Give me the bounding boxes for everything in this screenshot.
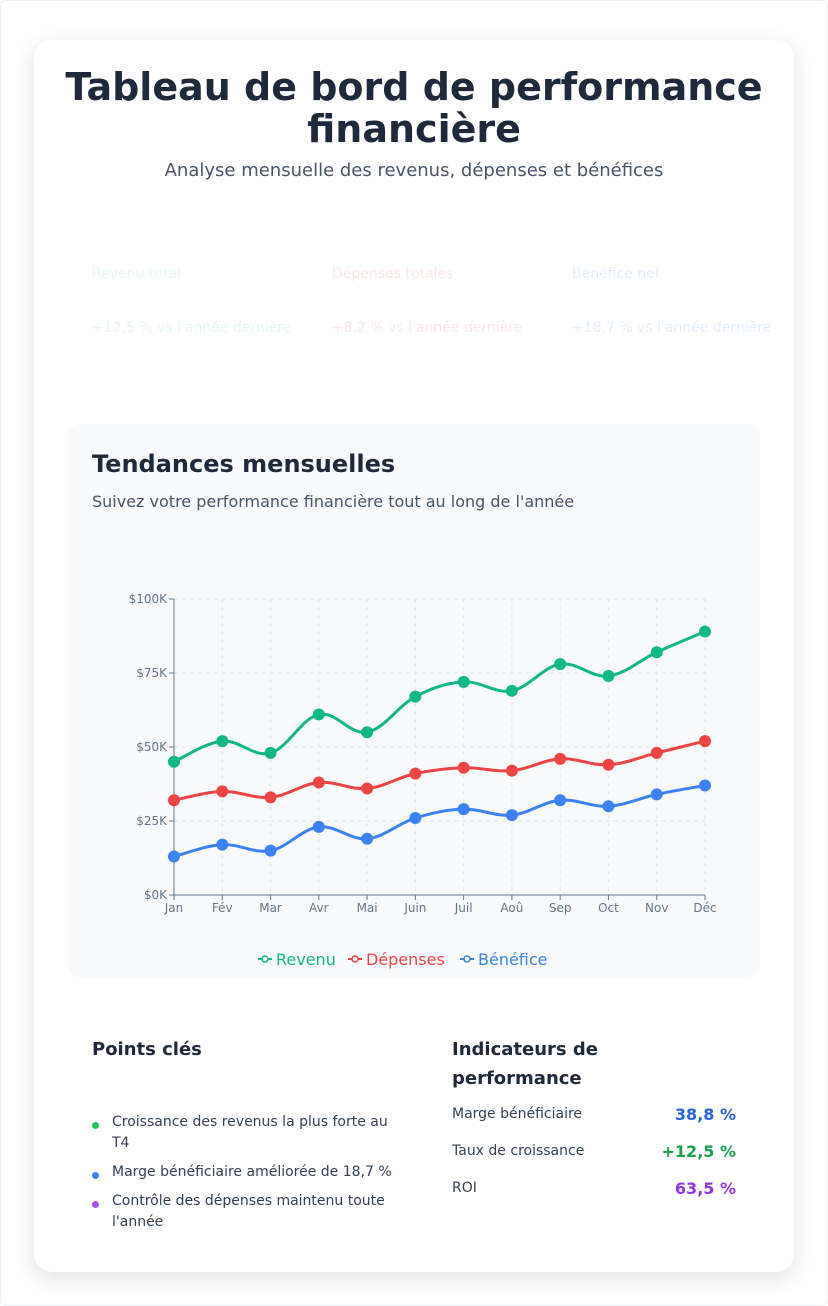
legend-marker bbox=[463, 955, 471, 963]
series-line-revenu bbox=[173, 630, 706, 764]
data-point bbox=[216, 785, 229, 798]
indicator-label: ROI bbox=[452, 1180, 477, 1196]
stat-label: Revenu total bbox=[92, 266, 181, 282]
dashboard-card: Tableau de bord de performance financièr… bbox=[34, 40, 794, 1272]
data-point bbox=[168, 850, 180, 863]
key-points-title: Points clés bbox=[92, 1039, 202, 1060]
indicator-row: Marge bénéficiaire 38,8 % bbox=[452, 1103, 736, 1125]
y-tick-label: $50K bbox=[136, 740, 168, 754]
y-tick-label: $25K bbox=[136, 814, 168, 828]
trends-title: Tendances mensuelles bbox=[92, 450, 396, 478]
data-point bbox=[457, 761, 470, 774]
legend-label: Revenu bbox=[276, 950, 336, 969]
line-chart: $0K $25K $50K $75K $100K Jan Fév Mar Avr Mai Juin J… bbox=[129, 592, 717, 969]
x-tick-label: Sep bbox=[549, 901, 572, 915]
data-point bbox=[312, 820, 325, 833]
stat-card-expenses: Dépenses totales +8,2 % vs l'année derni… bbox=[332, 266, 532, 339]
legend-marker bbox=[351, 955, 359, 963]
data-point bbox=[361, 782, 374, 795]
legend-marker bbox=[261, 955, 269, 963]
indicator-row: ROI 63,5 % bbox=[452, 1177, 736, 1199]
list-item: Contrôle des dépenses maintenu toute l'a… bbox=[92, 1191, 392, 1233]
stat-card-revenue: Revenu total +12,5 % vs l'année dernière bbox=[92, 266, 292, 339]
legend-label: Dépenses bbox=[366, 950, 445, 969]
bullet-dot bbox=[92, 1201, 99, 1208]
y-tick-label: $0K bbox=[144, 888, 168, 902]
x-tick-label: Jan bbox=[164, 901, 184, 915]
indicators-title: Indicateurs de performance bbox=[452, 1039, 598, 1089]
data-point bbox=[699, 779, 711, 792]
data-point bbox=[216, 735, 229, 748]
data-point bbox=[554, 752, 567, 765]
key-point-text: Marge bénéficiaire améliorée de 18,7 % bbox=[112, 1164, 392, 1180]
bullet-dot bbox=[92, 1122, 99, 1129]
data-point bbox=[602, 800, 615, 813]
data-point bbox=[312, 708, 325, 721]
data-point bbox=[409, 767, 422, 780]
list-item: Croissance des revenus la plus forte au … bbox=[92, 1112, 392, 1154]
legend-label: Bénéfice bbox=[478, 950, 548, 969]
indicator-label: Taux de croissance bbox=[452, 1143, 585, 1159]
x-tick-label: Fév bbox=[212, 901, 233, 915]
data-point bbox=[505, 684, 518, 697]
x-tick-label: Mai bbox=[357, 901, 378, 915]
data-point bbox=[602, 669, 615, 682]
indicator-value: 63,5 % bbox=[674, 1178, 736, 1198]
x-tick-label: Déc bbox=[693, 901, 716, 915]
page-title: Tableau de bord de performance financièr… bbox=[65, 65, 763, 151]
indicator-label: Marge bénéficiaire bbox=[452, 1106, 583, 1122]
data-point bbox=[409, 812, 422, 825]
data-point bbox=[699, 735, 711, 748]
data-point bbox=[168, 755, 180, 768]
trends-subtitle: Suivez votre performance financière tout… bbox=[92, 492, 575, 511]
x-tick-label: Nov bbox=[645, 901, 668, 915]
data-point bbox=[361, 832, 374, 845]
stat-label: Dépenses totales bbox=[332, 266, 454, 282]
data-point bbox=[650, 746, 663, 759]
stat-label: Bénéfice net bbox=[572, 266, 661, 282]
data-point bbox=[650, 788, 663, 801]
bullet-dot bbox=[92, 1172, 99, 1179]
stat-change: +8,2 % vs l'année dernière bbox=[332, 320, 523, 336]
x-tick-label: Aoû bbox=[500, 901, 523, 915]
x-tick-label: Avr bbox=[309, 901, 329, 915]
data-point bbox=[312, 776, 325, 789]
list-item: Marge bénéficiaire améliorée de 18,7 % bbox=[92, 1162, 392, 1183]
data-point bbox=[264, 746, 277, 759]
data-point bbox=[264, 844, 277, 857]
data-point bbox=[554, 794, 567, 807]
data-point bbox=[457, 803, 470, 816]
data-point bbox=[505, 809, 518, 822]
data-point bbox=[409, 690, 422, 703]
x-tick-label: Juin bbox=[403, 901, 426, 915]
data-point bbox=[554, 658, 567, 671]
data-point bbox=[505, 764, 518, 777]
stat-card-profit: Bénéfice net +18,7 % vs l'année dernière bbox=[572, 266, 772, 339]
x-tick-label: Oct bbox=[598, 901, 619, 915]
data-point bbox=[457, 675, 470, 688]
data-point bbox=[650, 646, 663, 659]
indicator-value: 38,8 % bbox=[674, 1104, 736, 1124]
stat-change: +12,5 % vs l'année dernière bbox=[92, 320, 292, 336]
stat-change: +18,7 % vs l'année dernière bbox=[572, 320, 772, 336]
indicator-row: Taux de croissance +12,5 % bbox=[452, 1140, 736, 1162]
data-point bbox=[699, 625, 711, 638]
trends-panel: Tendances mensuelles Suivez votre perfor… bbox=[68, 424, 760, 977]
indicator-value: +12,5 % bbox=[661, 1141, 736, 1161]
page-subtitle: Analyse mensuelle des revenus, dépenses … bbox=[164, 160, 664, 181]
key-points-list: Croissance des revenus la plus forte au … bbox=[92, 1112, 392, 1241]
data-point bbox=[216, 838, 229, 851]
key-point-text: Croissance des revenus la plus forte au … bbox=[112, 1114, 388, 1151]
key-point-text: Contrôle des dépenses maintenu toute l'a… bbox=[112, 1193, 385, 1230]
data-point bbox=[264, 791, 277, 804]
y-tick-label: $100K bbox=[129, 592, 169, 606]
data-point bbox=[168, 794, 180, 807]
data-point bbox=[602, 758, 615, 771]
y-tick-label: $75K bbox=[136, 666, 168, 680]
data-point bbox=[361, 726, 374, 739]
x-tick-label: Juil bbox=[454, 901, 473, 915]
x-tick-label: Mar bbox=[259, 901, 282, 915]
